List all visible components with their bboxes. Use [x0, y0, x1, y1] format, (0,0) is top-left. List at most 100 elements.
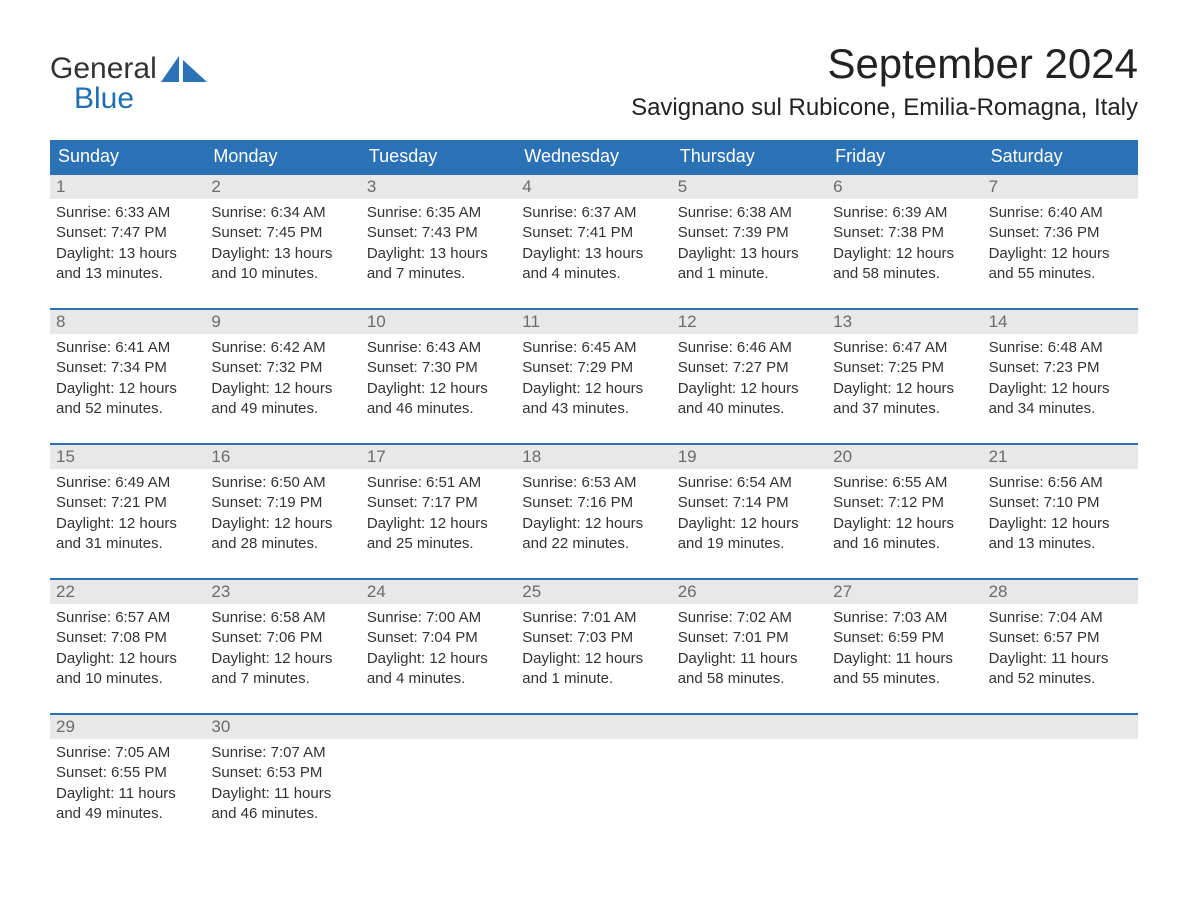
- day-d2: and 1 minute.: [678, 264, 821, 284]
- day-data: Sunrise: 7:02 AMSunset: 7:01 PMDaylight:…: [672, 604, 827, 695]
- day-sunset: Sunset: 6:53 PM: [211, 763, 354, 783]
- logo-word-blue: Blue: [50, 84, 157, 114]
- day-sunrise: Sunrise: 6:38 AM: [678, 203, 821, 223]
- day-number: 25: [516, 580, 671, 604]
- day-sunset: Sunset: 7:16 PM: [522, 493, 665, 513]
- day-sunrise: Sunrise: 6:41 AM: [56, 338, 199, 358]
- day-sunrise: Sunrise: 6:39 AM: [833, 203, 976, 223]
- day-cell: 16Sunrise: 6:50 AMSunset: 7:19 PMDayligh…: [205, 445, 360, 560]
- day-number: 6: [827, 175, 982, 199]
- day-cell: [516, 715, 671, 830]
- logo-text: General Blue: [50, 54, 157, 114]
- day-cell: [672, 715, 827, 830]
- day-sunset: Sunset: 7:04 PM: [367, 628, 510, 648]
- day-sunset: Sunset: 6:55 PM: [56, 763, 199, 783]
- day-sunset: Sunset: 7:12 PM: [833, 493, 976, 513]
- logo-sail-icon: [161, 54, 209, 84]
- day-sunrise: Sunrise: 7:03 AM: [833, 608, 976, 628]
- day-cell: 29Sunrise: 7:05 AMSunset: 6:55 PMDayligh…: [50, 715, 205, 830]
- day-d1: Daylight: 11 hours: [989, 649, 1132, 669]
- day-cell: 27Sunrise: 7:03 AMSunset: 6:59 PMDayligh…: [827, 580, 982, 695]
- day-data: Sunrise: 6:49 AMSunset: 7:21 PMDaylight:…: [50, 469, 205, 560]
- day-sunset: Sunset: 7:36 PM: [989, 223, 1132, 243]
- dayhead-saturday: Saturday: [983, 140, 1138, 173]
- day-number: 18: [516, 445, 671, 469]
- day-sunrise: Sunrise: 7:04 AM: [989, 608, 1132, 628]
- day-data: Sunrise: 6:37 AMSunset: 7:41 PMDaylight:…: [516, 199, 671, 290]
- day-number: 8: [50, 310, 205, 334]
- day-sunrise: Sunrise: 6:33 AM: [56, 203, 199, 223]
- day-number: 26: [672, 580, 827, 604]
- day-number: 1: [50, 175, 205, 199]
- day-d1: Daylight: 12 hours: [678, 514, 821, 534]
- day-cell: 26Sunrise: 7:02 AMSunset: 7:01 PMDayligh…: [672, 580, 827, 695]
- day-number: 11: [516, 310, 671, 334]
- day-sunrise: Sunrise: 7:01 AM: [522, 608, 665, 628]
- day-sunrise: Sunrise: 7:05 AM: [56, 743, 199, 763]
- day-data: Sunrise: 7:03 AMSunset: 6:59 PMDaylight:…: [827, 604, 982, 695]
- header: General Blue September 2024 Savignano su…: [50, 40, 1138, 122]
- day-data: Sunrise: 6:48 AMSunset: 7:23 PMDaylight:…: [983, 334, 1138, 425]
- day-d1: Daylight: 12 hours: [56, 379, 199, 399]
- day-d1: Daylight: 12 hours: [522, 649, 665, 669]
- day-number: 7: [983, 175, 1138, 199]
- day-data: Sunrise: 6:53 AMSunset: 7:16 PMDaylight:…: [516, 469, 671, 560]
- day-cell: 21Sunrise: 6:56 AMSunset: 7:10 PMDayligh…: [983, 445, 1138, 560]
- day-sunrise: Sunrise: 6:34 AM: [211, 203, 354, 223]
- day-data: Sunrise: 6:40 AMSunset: 7:36 PMDaylight:…: [983, 199, 1138, 290]
- day-number: 14: [983, 310, 1138, 334]
- day-sunset: Sunset: 7:17 PM: [367, 493, 510, 513]
- day-d1: Daylight: 13 hours: [522, 244, 665, 264]
- day-d2: and 28 minutes.: [211, 534, 354, 554]
- title-block: September 2024 Savignano sul Rubicone, E…: [631, 40, 1138, 122]
- day-data: Sunrise: 7:01 AMSunset: 7:03 PMDaylight:…: [516, 604, 671, 695]
- day-sunset: Sunset: 6:57 PM: [989, 628, 1132, 648]
- day-sunset: Sunset: 7:27 PM: [678, 358, 821, 378]
- day-data: Sunrise: 6:43 AMSunset: 7:30 PMDaylight:…: [361, 334, 516, 425]
- day-number: 5: [672, 175, 827, 199]
- day-d1: Daylight: 12 hours: [989, 379, 1132, 399]
- day-d1: Daylight: 12 hours: [522, 379, 665, 399]
- day-d1: Daylight: 11 hours: [211, 784, 354, 804]
- day-d1: Daylight: 12 hours: [56, 649, 199, 669]
- day-sunset: Sunset: 7:47 PM: [56, 223, 199, 243]
- day-cell: 7Sunrise: 6:40 AMSunset: 7:36 PMDaylight…: [983, 175, 1138, 290]
- day-data: Sunrise: 6:39 AMSunset: 7:38 PMDaylight:…: [827, 199, 982, 290]
- day-sunrise: Sunrise: 6:46 AM: [678, 338, 821, 358]
- day-sunrise: Sunrise: 7:00 AM: [367, 608, 510, 628]
- day-cell: 6Sunrise: 6:39 AMSunset: 7:38 PMDaylight…: [827, 175, 982, 290]
- day-cell: 22Sunrise: 6:57 AMSunset: 7:08 PMDayligh…: [50, 580, 205, 695]
- day-cell: 30Sunrise: 7:07 AMSunset: 6:53 PMDayligh…: [205, 715, 360, 830]
- day-number: 3: [361, 175, 516, 199]
- day-cell: [361, 715, 516, 830]
- day-d1: Daylight: 13 hours: [367, 244, 510, 264]
- day-number: [672, 715, 827, 739]
- day-cell: 14Sunrise: 6:48 AMSunset: 7:23 PMDayligh…: [983, 310, 1138, 425]
- day-d2: and 19 minutes.: [678, 534, 821, 554]
- day-d2: and 13 minutes.: [56, 264, 199, 284]
- day-sunset: Sunset: 7:25 PM: [833, 358, 976, 378]
- day-number: [516, 715, 671, 739]
- day-number: 17: [361, 445, 516, 469]
- day-cell: [983, 715, 1138, 830]
- month-title: September 2024: [631, 40, 1138, 88]
- day-cell: 15Sunrise: 6:49 AMSunset: 7:21 PMDayligh…: [50, 445, 205, 560]
- day-cell: 13Sunrise: 6:47 AMSunset: 7:25 PMDayligh…: [827, 310, 982, 425]
- day-d2: and 46 minutes.: [367, 399, 510, 419]
- day-sunset: Sunset: 7:43 PM: [367, 223, 510, 243]
- day-sunset: Sunset: 7:19 PM: [211, 493, 354, 513]
- day-number: 10: [361, 310, 516, 334]
- day-sunrise: Sunrise: 6:53 AM: [522, 473, 665, 493]
- dayhead-wednesday: Wednesday: [516, 140, 671, 173]
- day-sunrise: Sunrise: 6:58 AM: [211, 608, 354, 628]
- day-data: Sunrise: 6:33 AMSunset: 7:47 PMDaylight:…: [50, 199, 205, 290]
- day-data: Sunrise: 6:50 AMSunset: 7:19 PMDaylight:…: [205, 469, 360, 560]
- logo: General Blue: [50, 40, 209, 114]
- day-cell: 28Sunrise: 7:04 AMSunset: 6:57 PMDayligh…: [983, 580, 1138, 695]
- day-data: Sunrise: 6:58 AMSunset: 7:06 PMDaylight:…: [205, 604, 360, 695]
- day-sunrise: Sunrise: 6:55 AM: [833, 473, 976, 493]
- day-data: Sunrise: 6:41 AMSunset: 7:34 PMDaylight:…: [50, 334, 205, 425]
- day-data: Sunrise: 6:45 AMSunset: 7:29 PMDaylight:…: [516, 334, 671, 425]
- day-d1: Daylight: 13 hours: [211, 244, 354, 264]
- day-cell: 4Sunrise: 6:37 AMSunset: 7:41 PMDaylight…: [516, 175, 671, 290]
